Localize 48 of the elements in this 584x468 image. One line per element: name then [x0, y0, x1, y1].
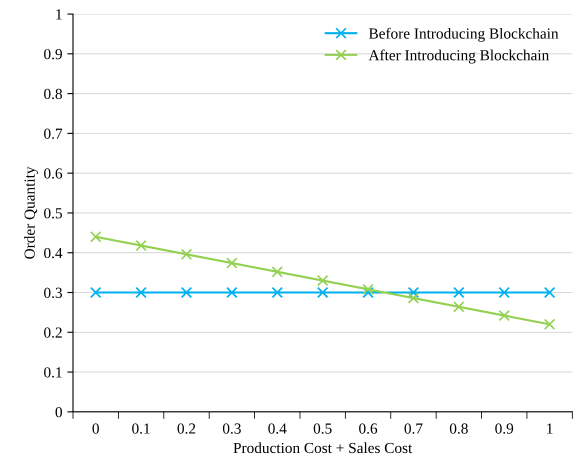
point	[408, 286, 420, 298]
y-tick-label: 0.9	[44, 48, 62, 60]
point	[135, 286, 147, 298]
x-tick-label: 0.2	[178, 423, 196, 434]
point	[544, 318, 556, 330]
point	[90, 231, 102, 243]
point	[498, 310, 510, 322]
point	[90, 286, 102, 298]
y-tick-label: 0.8	[44, 88, 62, 100]
y-axis-title: Order Quantity	[24, 166, 38, 259]
point	[226, 286, 238, 298]
point	[316, 274, 328, 286]
x-tick-label: 0.8	[450, 423, 468, 434]
x-tick-label: 0.7	[404, 423, 423, 434]
point	[408, 292, 420, 304]
y-tick-label: 1	[56, 9, 62, 20]
x-tick-label: 0.9	[495, 423, 514, 434]
point	[362, 286, 374, 298]
x-axis-title: Production Cost + Sales Cost	[233, 442, 412, 454]
y-tick-label: 0.7	[44, 128, 62, 139]
x-tick-label: 0	[92, 423, 99, 434]
point	[453, 286, 465, 298]
y-tick-label: 0.5	[44, 208, 62, 218]
y-tick-label: 0.4	[44, 248, 62, 258]
point	[498, 286, 510, 298]
y-tick-label: 0.6	[44, 168, 62, 179]
x-tick-label: 0.4	[268, 423, 287, 434]
point	[226, 257, 238, 269]
point	[453, 301, 465, 313]
x-tick-label: 1	[547, 423, 553, 434]
point	[362, 284, 374, 296]
point	[180, 248, 192, 260]
legend-label: After Introducing Blockchain	[368, 49, 550, 64]
point	[544, 286, 556, 298]
x-tick-label: 0.5	[314, 423, 332, 434]
y-tick-label: 0.3	[44, 288, 62, 298]
legend-label: Before Introducing Blockchain	[368, 28, 558, 42]
y-tick-label: 0	[56, 406, 62, 418]
point	[272, 266, 283, 278]
x-tick-label: 0.1	[132, 423, 150, 434]
y-tick-label: 0.1	[44, 367, 62, 378]
x-tick-label: 0.6	[359, 423, 378, 434]
y-tick-label: 0.2	[44, 327, 62, 338]
point	[316, 286, 328, 298]
point	[272, 286, 283, 298]
x-tick-label: 0.3	[222, 423, 241, 434]
point	[135, 240, 147, 252]
point	[180, 286, 192, 298]
